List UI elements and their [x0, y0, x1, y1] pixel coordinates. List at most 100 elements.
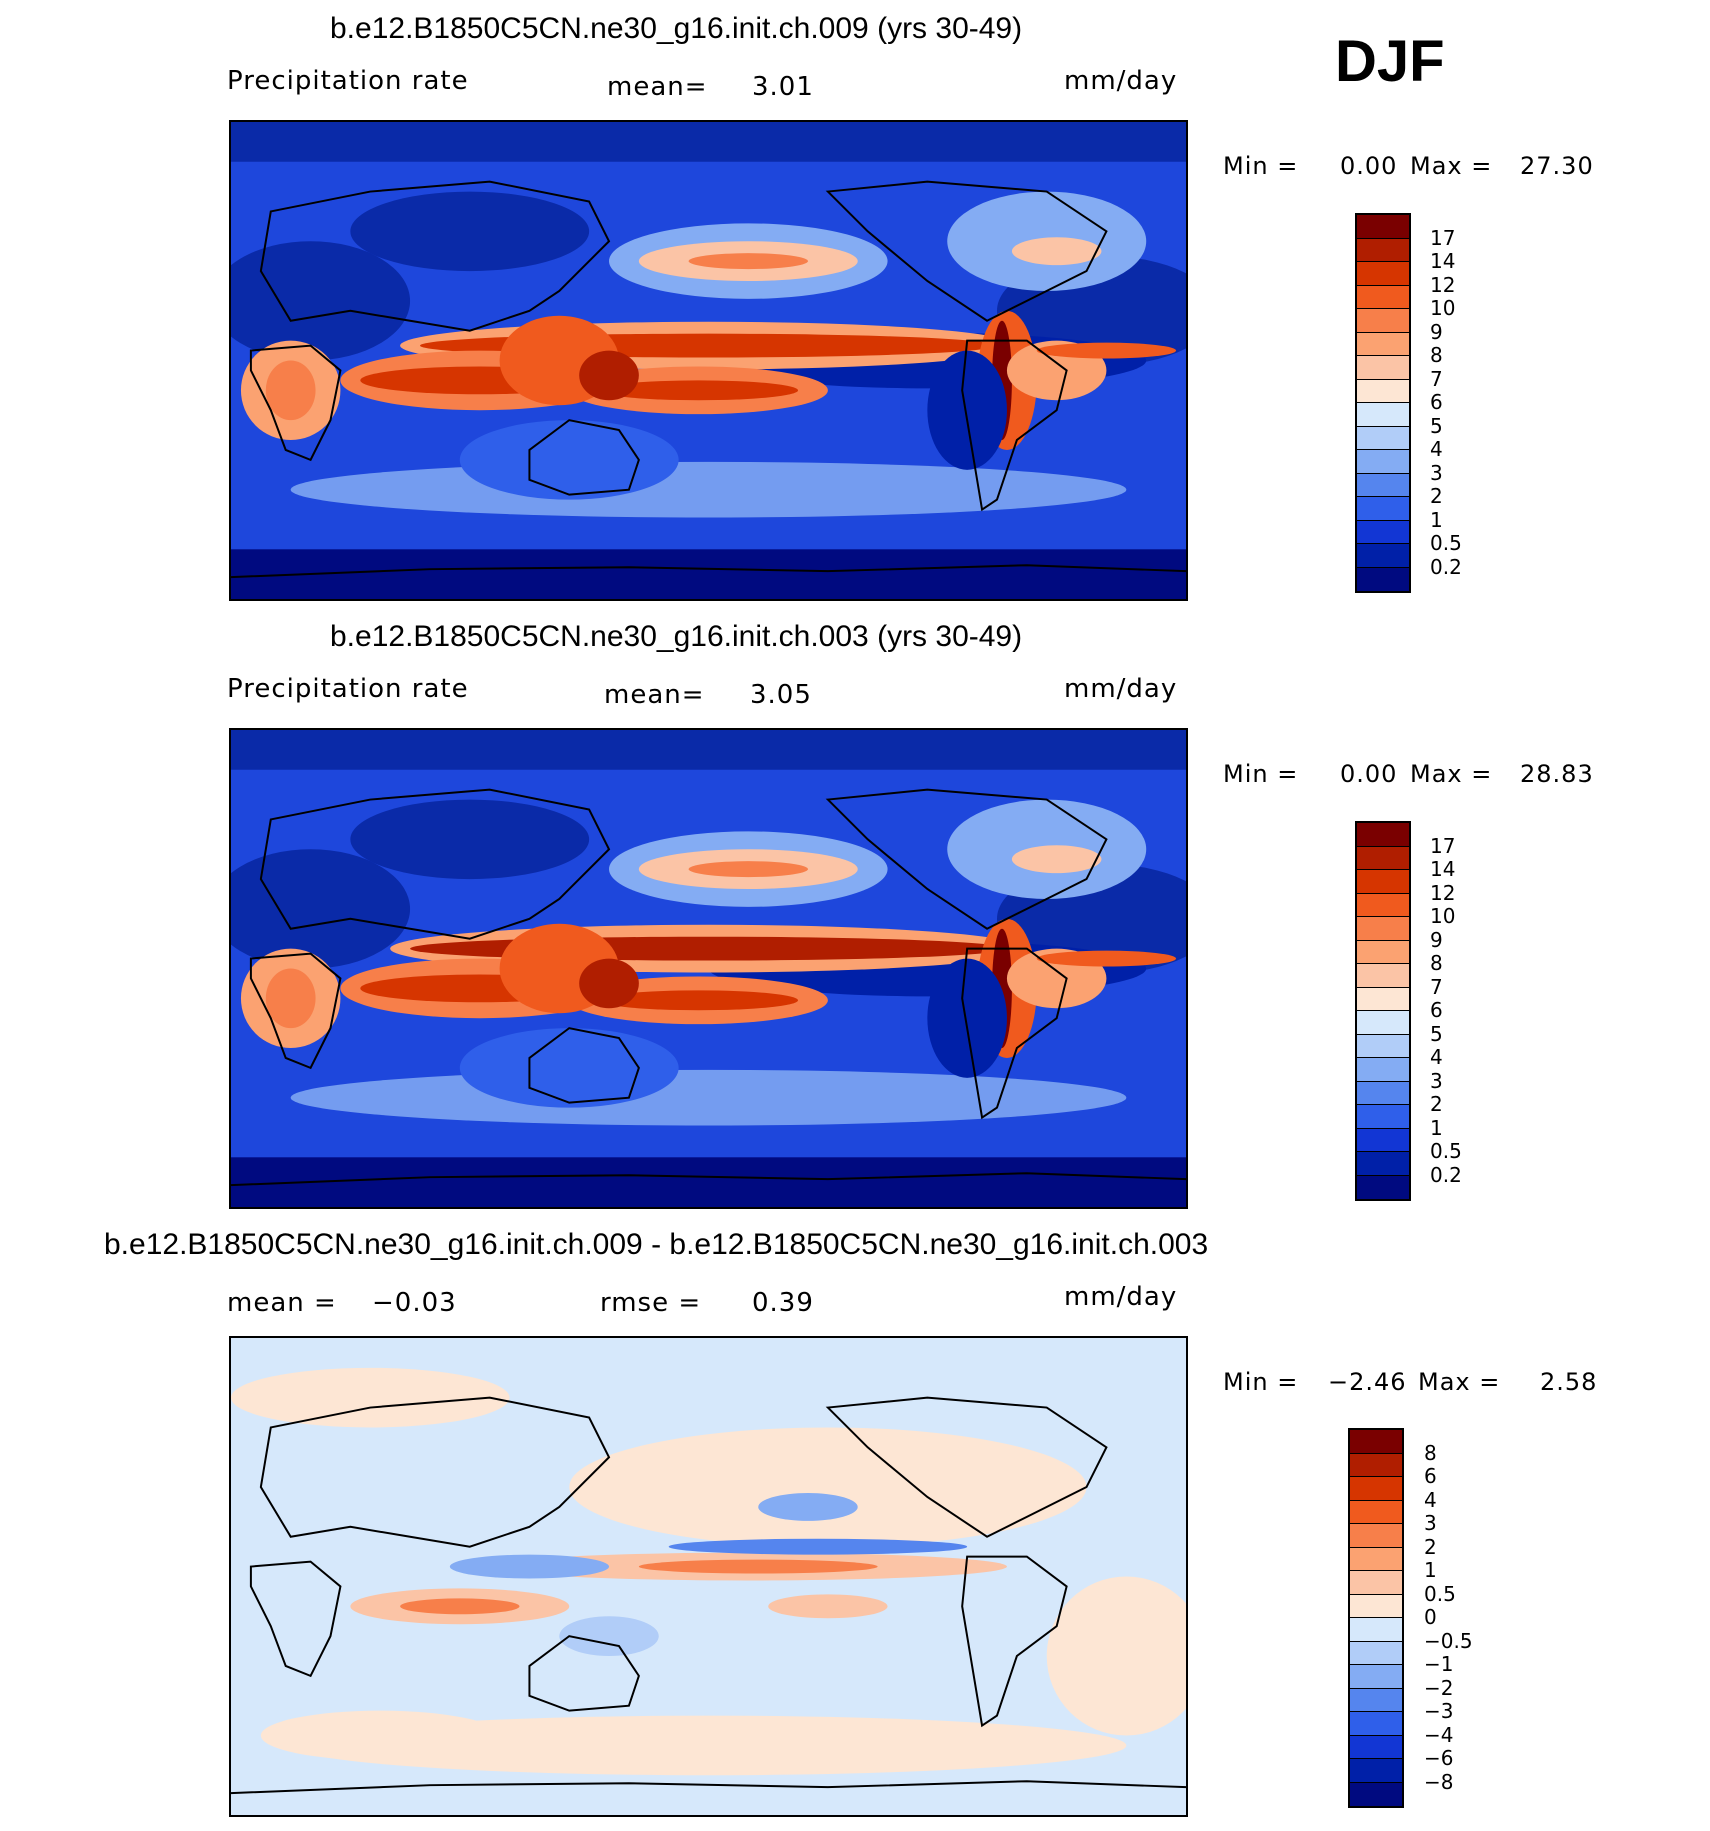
panel-3-rmse-label: rmse = — [600, 1288, 702, 1318]
colorbar-tick-label: 4 — [1424, 1487, 1437, 1512]
panel-3-mean-value: −0.03 — [372, 1288, 457, 1318]
colorbar-segment — [1350, 1453, 1402, 1477]
colorbar-segment — [1350, 1594, 1402, 1618]
panel-3-colorbar — [1348, 1428, 1404, 1808]
colorbar-segment — [1357, 403, 1409, 427]
colorbar-tick-label: 12 — [1430, 272, 1456, 297]
colorbar-tick-label: 3 — [1430, 1068, 1443, 1093]
panel-1-colorbar-labels: 17 14 12 10 9 8 7 6 5 4 3 2 1 0.5 0.2 — [1430, 213, 1510, 593]
colorbar-tick-label: 0.2 — [1430, 1162, 1462, 1187]
colorbar-segment — [1357, 964, 1409, 988]
colorbar-segment — [1350, 1547, 1402, 1571]
panel-2-max-label: Max = — [1410, 760, 1493, 788]
colorbar-segment — [1357, 987, 1409, 1011]
colorbar-segment — [1357, 1081, 1409, 1105]
panel-3-max-label: Max = — [1418, 1368, 1501, 1396]
panel-1-title: b.e12.B1850C5CN.ne30_g16.init.ch.009 (yr… — [330, 12, 1023, 45]
panel-2-mean-value: 3.05 — [750, 680, 812, 710]
panel-2-mean-label: mean= — [604, 680, 705, 710]
panel-3-map — [229, 1336, 1188, 1817]
panel-2-map — [229, 728, 1188, 1209]
panel-2-colorbar-labels: 17 14 12 10 9 8 7 6 5 4 3 2 1 0.5 0.2 — [1430, 821, 1510, 1201]
colorbar-segment — [1357, 520, 1409, 544]
colorbar-tick-label: 9 — [1430, 927, 1443, 952]
colorbar-tick-label: 2 — [1430, 1092, 1443, 1116]
colorbar-tick-label: 7 — [1430, 366, 1443, 391]
panel-1-max-label: Max = — [1410, 152, 1493, 180]
panel-2-title: b.e12.B1850C5CN.ne30_g16.init.ch.003 (yr… — [330, 620, 1023, 653]
colorbar-segment — [1357, 450, 1409, 474]
colorbar-segment — [1357, 893, 1409, 917]
colorbar-segment — [1350, 1618, 1402, 1642]
panel-1-min-label: Min = — [1223, 152, 1299, 180]
panel-2-max-value: 28.83 — [1520, 760, 1594, 788]
panel-3-units: mm/day — [1064, 1282, 1178, 1312]
panel-3-max-value: 2.58 — [1540, 1368, 1598, 1396]
colorbar-segment — [1350, 1688, 1402, 1712]
colorbar-segment — [1357, 426, 1409, 450]
colorbar-segment — [1357, 823, 1409, 847]
colorbar-tick-label: 3 — [1430, 460, 1443, 485]
colorbar-tick-label: 6 — [1430, 390, 1443, 414]
colorbar-segment — [1357, 567, 1409, 591]
colorbar-segment — [1357, 1011, 1409, 1035]
colorbar-tick-label: −1 — [1424, 1652, 1454, 1676]
panel-3-min-value: −2.46 — [1328, 1368, 1407, 1396]
colorbar-segment — [1357, 215, 1409, 239]
colorbar-tick-label: 14 — [1430, 857, 1456, 881]
colorbar-segment — [1357, 1175, 1409, 1199]
colorbar-tick-label: 8 — [1430, 343, 1443, 367]
colorbar-tick-label: 5 — [1430, 413, 1443, 438]
colorbar-segment — [1350, 1524, 1402, 1548]
colorbar-segment — [1350, 1735, 1402, 1759]
colorbar-tick-label: 14 — [1430, 249, 1456, 273]
colorbar-tick-label: 0.5 — [1430, 531, 1462, 555]
colorbar-segment — [1350, 1665, 1402, 1689]
colorbar-segment — [1357, 497, 1409, 521]
colorbar-segment — [1350, 1430, 1402, 1454]
colorbar-tick-label: 17 — [1430, 833, 1456, 858]
panel-3-min-label: Min = — [1223, 1368, 1299, 1396]
colorbar-segment — [1357, 309, 1409, 333]
panel-1-map — [229, 120, 1188, 601]
colorbar-tick-label: 8 — [1424, 1440, 1437, 1465]
colorbar-tick-label: 6 — [1430, 998, 1443, 1022]
panel-2-map-image — [231, 730, 1186, 1207]
colorbar-tick-label: −3 — [1424, 1699, 1454, 1723]
panel-2-units: mm/day — [1064, 674, 1178, 704]
colorbar-tick-label: −4 — [1424, 1722, 1454, 1747]
colorbar-tick-label: 3 — [1424, 1511, 1437, 1535]
colorbar-segment — [1350, 1782, 1402, 1806]
colorbar-segment — [1357, 1058, 1409, 1082]
colorbar-segment — [1350, 1571, 1402, 1595]
colorbar-segment — [1357, 285, 1409, 309]
colorbar-tick-label: 10 — [1430, 296, 1456, 320]
colorbar-segment — [1357, 332, 1409, 356]
colorbar-segment — [1357, 1152, 1409, 1176]
colorbar-tick-label: 1 — [1430, 507, 1443, 532]
panel-1-colorbar — [1355, 213, 1411, 593]
colorbar-segment — [1350, 1712, 1402, 1736]
colorbar-segment — [1357, 1105, 1409, 1129]
panel-2-min-value: 0.00 — [1340, 760, 1398, 788]
colorbar-tick-label: 0 — [1424, 1605, 1437, 1629]
colorbar-segment — [1350, 1641, 1402, 1665]
panel-3-colorbar-labels: 8 6 4 3 2 1 0.5 0 −0.5 −1 −2 −3 −4 −6 −8 — [1424, 1428, 1504, 1808]
panel-3-map-image — [231, 1338, 1186, 1815]
colorbar-tick-label: 0.2 — [1430, 554, 1462, 579]
colorbar-tick-label: 6 — [1424, 1464, 1437, 1488]
colorbar-tick-label: 10 — [1430, 904, 1456, 928]
colorbar-tick-label: −8 — [1424, 1769, 1454, 1794]
colorbar-segment — [1357, 544, 1409, 568]
colorbar-segment — [1357, 846, 1409, 870]
panel-3-rmse-value: 0.39 — [752, 1288, 814, 1318]
panel-1-mean-label: mean= — [607, 72, 708, 102]
colorbar-tick-label: 1 — [1430, 1115, 1443, 1140]
panel-1-min-value: 0.00 — [1340, 152, 1398, 180]
season-label: DJF — [1335, 29, 1445, 94]
panel-1-units: mm/day — [1064, 66, 1178, 96]
colorbar-segment — [1357, 262, 1409, 286]
colorbar-segment — [1357, 917, 1409, 941]
panel-2-variable: Precipitation rate — [227, 674, 469, 704]
colorbar-tick-label: 2 — [1430, 484, 1443, 508]
